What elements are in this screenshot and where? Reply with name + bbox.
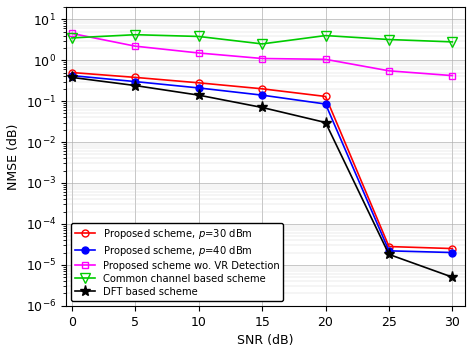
- Proposed scheme, $p$=40 dBm: [196, 86, 202, 90]
- Proposed scheme wo. VR Detection: [69, 32, 75, 36]
- Line: DFT based scheme: DFT based scheme: [67, 72, 458, 283]
- DFT based scheme: [133, 84, 138, 88]
- Proposed scheme, $p$=40 dBm: [69, 74, 75, 78]
- Line: Common channel based scheme: Common channel based scheme: [67, 30, 457, 49]
- Proposed scheme, $p$=40 dBm: [449, 250, 455, 255]
- Y-axis label: NMSE (dB): NMSE (dB): [7, 123, 20, 189]
- DFT based scheme: [69, 75, 75, 80]
- Common channel based scheme: [69, 36, 75, 40]
- Proposed scheme, $p$=30 dBm: [323, 94, 329, 98]
- Common channel based scheme: [196, 34, 202, 39]
- Line: Proposed scheme, $p$=30 dBm: Proposed scheme, $p$=30 dBm: [68, 69, 456, 252]
- Common channel based scheme: [133, 33, 138, 37]
- Line: Proposed scheme, $p$=40 dBm: Proposed scheme, $p$=40 dBm: [68, 72, 456, 256]
- Proposed scheme, $p$=30 dBm: [133, 75, 138, 80]
- Line: Proposed scheme wo. VR Detection: Proposed scheme wo. VR Detection: [68, 30, 456, 79]
- Proposed scheme, $p$=40 dBm: [323, 102, 329, 106]
- DFT based scheme: [259, 105, 265, 110]
- Proposed scheme wo. VR Detection: [323, 57, 329, 62]
- Proposed scheme wo. VR Detection: [449, 74, 455, 78]
- Proposed scheme, $p$=30 dBm: [449, 246, 455, 251]
- Common channel based scheme: [386, 38, 392, 42]
- Legend: Proposed scheme, $p$=30 dBm, Proposed scheme, $p$=40 dBm, Proposed scheme wo. VR: Proposed scheme, $p$=30 dBm, Proposed sc…: [71, 223, 283, 301]
- Common channel based scheme: [449, 40, 455, 44]
- Proposed scheme, $p$=30 dBm: [69, 70, 75, 75]
- Proposed scheme, $p$=30 dBm: [196, 81, 202, 85]
- Proposed scheme wo. VR Detection: [386, 69, 392, 73]
- Proposed scheme, $p$=30 dBm: [386, 244, 392, 249]
- Proposed scheme wo. VR Detection: [259, 56, 265, 61]
- Proposed scheme wo. VR Detection: [133, 44, 138, 48]
- DFT based scheme: [196, 93, 202, 97]
- Common channel based scheme: [323, 33, 329, 38]
- DFT based scheme: [323, 120, 329, 125]
- Proposed scheme wo. VR Detection: [196, 51, 202, 55]
- DFT based scheme: [386, 252, 392, 257]
- Common channel based scheme: [259, 42, 265, 46]
- Proposed scheme, $p$=40 dBm: [259, 93, 265, 97]
- X-axis label: SNR (dB): SNR (dB): [237, 334, 294, 347]
- Proposed scheme, $p$=40 dBm: [386, 249, 392, 253]
- DFT based scheme: [449, 275, 455, 279]
- Proposed scheme, $p$=30 dBm: [259, 87, 265, 91]
- Proposed scheme, $p$=40 dBm: [133, 80, 138, 84]
